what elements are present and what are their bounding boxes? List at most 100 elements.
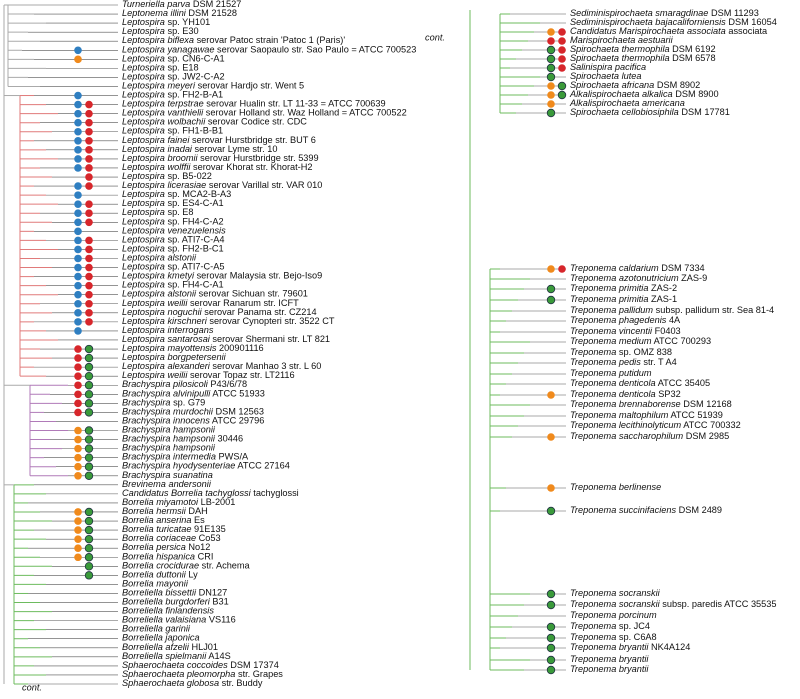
trait-dot: [85, 281, 93, 290]
species-name: Sediminispirochaeta bajacaliforniensis: [570, 17, 726, 27]
species-name: Leptospira inadai: [122, 144, 193, 154]
strain-name: ATCC 51933: [212, 389, 264, 399]
trait-dot: [85, 137, 93, 145]
strain-name: serovar Shermani str. LT 821: [212, 334, 330, 344]
trait-dot: [74, 517, 82, 525]
species-name: Leptospira: [122, 280, 165, 290]
species-name: Sphaerochaeta coccoides: [122, 660, 228, 670]
trait-dot: [84, 562, 94, 571]
strain-name: sp. FH4-C-A1: [167, 280, 223, 290]
leaf-label: Leptospira interrogans: [122, 325, 214, 335]
species-name: Leptospira vanthielii: [122, 108, 204, 118]
strain-name: sp. G79: [173, 398, 205, 408]
strain-name: Co53: [199, 534, 221, 544]
leaf-label: Treponema caldarium DSM 7334: [570, 263, 705, 273]
strain-name: DAH: [188, 506, 207, 516]
species-name: Treponema medium: [570, 336, 652, 346]
leaf-label: Alkalispirochaeta americana: [569, 98, 685, 108]
trait-dot: [74, 200, 82, 208]
species-name: Leptospira terpstrae: [122, 99, 204, 109]
leaf-label: Treponema bryantii: [570, 664, 649, 674]
species-name: Leptospira: [122, 72, 165, 82]
species-name: Marispirochaeta aestuarii: [570, 35, 674, 45]
species-name: Leptospira: [122, 235, 165, 245]
species-name: Leptospira alstonii: [122, 253, 197, 263]
trait-dot: [74, 191, 82, 199]
strain-name: serovar Khorat str. Khorat-H2: [193, 162, 313, 172]
leaf-label: Leptospira kirschneri serovar Cynopteri …: [122, 316, 335, 326]
trait-dot: [74, 227, 82, 236]
leaf-label: Treponema maltophilum ATCC 51939: [570, 410, 723, 420]
species-name: Brachyspira intermedia: [122, 452, 216, 462]
leaf-label: Treponema putidum: [570, 368, 652, 378]
species-name: Leptospira biflexa: [122, 36, 194, 46]
trait-dot: [84, 534, 94, 544]
strain-name: sp. C6A8: [619, 632, 657, 642]
species-name: Leptospira noguchii: [122, 307, 203, 317]
trait-dot: [85, 209, 93, 218]
strain-name: PWS/A: [219, 452, 249, 462]
species-name: Leptospira weilii: [122, 298, 188, 308]
species-name: Treponema putidum: [570, 368, 652, 378]
species-name: Brachyspira suanatina: [122, 470, 213, 480]
leaf-label: Treponema lecithinolyticum ATCC 700332: [570, 420, 741, 430]
species-name: Treponema socranskii: [570, 588, 661, 598]
trait-dot: [84, 471, 94, 480]
leaf-label: Borreliella japonica: [122, 633, 200, 643]
leaf-label: Leptospira alexanderi serovar Manhao 3 s…: [122, 362, 321, 372]
trait-dot: [85, 182, 93, 190]
trait-dot: [84, 362, 94, 372]
strain-name: DSM 2985: [686, 431, 729, 441]
species-name: Borreliella japonica: [122, 633, 200, 643]
species-name: Borrelia persica: [122, 543, 186, 553]
trait-dot: [74, 245, 82, 254]
strain-name: serovar Hurstbridge str. 5399: [200, 153, 318, 163]
strain-name: sp. E30: [167, 27, 198, 37]
trait-dot: [85, 254, 93, 263]
strain-name: sp. OMZ 838: [619, 347, 672, 357]
species-name: Leptospira: [122, 18, 165, 28]
leaf-label: Salinispira pacifica: [570, 62, 646, 72]
leaf-label: Leptospira sp. FH4-C-A1: [122, 280, 224, 290]
trait-dot: [74, 118, 82, 127]
strain-name: DSM 8900: [675, 89, 718, 99]
trait-dot: [547, 100, 555, 108]
species-name: Leptospira venezuelensis: [122, 226, 226, 236]
strain-name: serovar Topaz str. LT2116: [190, 371, 295, 381]
strain-name: DSM 6192: [672, 44, 715, 54]
leaf-label: Spirochaeta lutea: [570, 71, 642, 81]
trait-dot: [558, 265, 566, 273]
strain-name: tachyglossi: [253, 488, 298, 498]
species-name: Leptospira mayottensis: [122, 343, 217, 353]
trait-dot: [547, 91, 555, 99]
leaf-label: Borrelia coriaceae Co53: [122, 534, 221, 544]
leaf-label: Leptospira biflexa serovar Patoc strain …: [122, 36, 345, 46]
trait-dot: [85, 200, 93, 208]
species-name: Brachyspira alvinipulli: [122, 389, 211, 399]
trait-dot: [558, 46, 566, 54]
strain-name: sp. CN6-C-A1: [167, 54, 224, 64]
leaf-label: Treponema succinifaciens DSM 2489: [570, 505, 722, 515]
trait-dot: [74, 535, 82, 543]
trait-dot: [547, 28, 555, 36]
leaf-label: Sediminispirochaeta bajacaliforniensis D…: [570, 17, 777, 27]
trait-dot: [74, 146, 82, 154]
trait-dot: [546, 63, 556, 73]
trait-dot: [74, 544, 82, 552]
trait-dot: [74, 137, 82, 145]
leaf-label: Treponema sp. C6A8: [570, 632, 657, 642]
leaf-label: Leptospira kmetyi serovar Malaysia str. …: [122, 271, 322, 281]
strain-name: serovar Hurstbridge str. BUT 6: [192, 135, 316, 145]
trait-dot: [74, 426, 82, 435]
trait-dot: [546, 284, 556, 294]
leaf-label: Leptospira sp. JW2-C-A2: [122, 72, 225, 82]
leaf-label: Leptonema illini DSM 21528: [122, 8, 237, 18]
trait-dot: [74, 254, 82, 263]
leaf-label: Sediminispirochaeta smaragdinae DSM 1129…: [570, 8, 759, 18]
leaf-label: Brachyspira alvinipulli ATCC 51933: [122, 389, 265, 399]
leaf-label: Leptospira mayottensis 200901116: [122, 343, 264, 353]
species-name: Sphaerochaeta pleomorpha: [122, 669, 235, 679]
species-name: Treponema: [570, 621, 616, 631]
strain-name: sp. B5-022: [167, 171, 211, 181]
species-name: Treponema azotonutricium: [570, 273, 679, 283]
